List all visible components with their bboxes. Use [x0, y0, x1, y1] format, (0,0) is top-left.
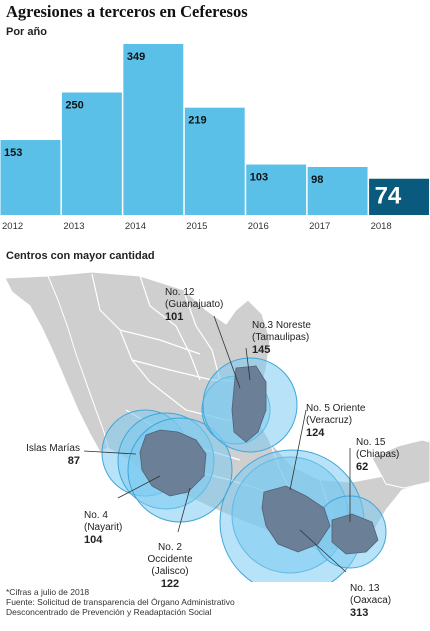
bar-value-2013: 250	[65, 100, 83, 112]
x-tick-2015: 2015	[186, 221, 207, 232]
x-tick-2016: 2016	[248, 221, 269, 232]
label-chiapas-name: No. 15 (Chiapas)	[356, 437, 400, 460]
label-tamaulipas-value: 145	[252, 344, 271, 356]
label-islas-marias-value: 87	[67, 455, 80, 467]
label-guanajuato: No. 12 (Guanajuato) 101	[165, 275, 223, 335]
label-jalisco-name: No. 2 Occidente (Jalisco)	[147, 542, 193, 577]
bar-2016	[246, 164, 307, 215]
bar-value-2015: 219	[188, 115, 206, 127]
bar-value-2012: 153	[4, 147, 22, 159]
label-islas-marias-name: Islas Marías	[26, 443, 80, 454]
bar-value-2016: 103	[250, 172, 268, 184]
x-tick-2017: 2017	[309, 221, 330, 232]
leader-lines	[83, 315, 351, 573]
label-oaxaca-value: 313	[350, 607, 369, 619]
region-northeast	[231, 365, 267, 443]
bar-chart: 153 2012 250 2013 349 2014 219 2015 103 2016 98 201…	[0, 44, 429, 232]
label-oaxaca: No. 13 (Oaxaca) 313	[350, 571, 391, 631]
map-title: Centros con mayor cantidad	[6, 250, 155, 262]
label-chiapas: No. 15 (Chiapas) 62	[356, 425, 399, 485]
chart-title: Agresiones a terceros en Ceferesos	[6, 2, 248, 21]
bar-2013	[61, 92, 122, 215]
x-tick-2014: 2014	[125, 221, 146, 232]
center-regions	[139, 365, 379, 555]
label-chiapas-value: 62	[356, 461, 369, 473]
label-guanajuato-name: No. 12 (Guanajuato)	[165, 287, 224, 310]
bar-value-2014: 349	[127, 51, 145, 63]
x-tick-2018: 2018	[371, 221, 392, 232]
footnote: *Cifras a julio de 2018 Fuente: Solicitu…	[6, 587, 235, 617]
region-west	[139, 429, 207, 497]
mexico-map	[4, 271, 430, 582]
label-jalisco-value: 122	[160, 578, 180, 590]
label-oaxaca-name: No. 13 (Oaxaca)	[350, 583, 392, 606]
x-tick-2012: 2012	[2, 221, 23, 232]
bar-2017	[307, 166, 368, 215]
yucatan	[371, 439, 430, 489]
label-veracruz-name: No. 5 Oriente (Veracruz)	[306, 403, 366, 426]
label-jalisco: No. 2 Occidente (Jalisco) 122	[140, 530, 200, 602]
x-tick-2013: 2013	[63, 221, 84, 232]
bar-2012	[0, 140, 61, 215]
region-chiapas	[331, 513, 379, 555]
footnote-line1: *Cifras a julio de 2018	[6, 587, 90, 597]
label-veracruz-value: 124	[306, 427, 325, 439]
bar-2015	[184, 107, 245, 215]
chart-subtitle: Por año	[6, 26, 47, 38]
label-nayarit-value: 104	[84, 534, 103, 546]
footnote-line3: Desconcentrado de Prevención y Readaptac…	[6, 607, 212, 617]
label-nayarit: No. 4 (Nayarit) 104	[84, 498, 122, 558]
bar-2014	[123, 44, 184, 215]
label-tamaulipas-name: No.3 Noreste (Tamaulipas)	[252, 320, 311, 343]
label-islas-marias: Islas Marías 87	[8, 443, 80, 467]
bar-value-2017: 98	[311, 174, 323, 186]
label-nayarit-name: No. 4 (Nayarit)	[84, 510, 123, 533]
label-veracruz: No. 5 Oriente (Veracruz) 124	[306, 391, 365, 451]
region-oaxaca	[261, 485, 331, 553]
bar-2018	[369, 178, 429, 215]
label-tamaulipas: No.3 Noreste (Tamaulipas) 145	[252, 308, 311, 368]
footnote-line2: Fuente: Solicitud de transparencia del Ó…	[6, 597, 235, 607]
bar-value-2018: 74	[375, 183, 402, 210]
label-guanajuato-value: 101	[165, 311, 184, 323]
